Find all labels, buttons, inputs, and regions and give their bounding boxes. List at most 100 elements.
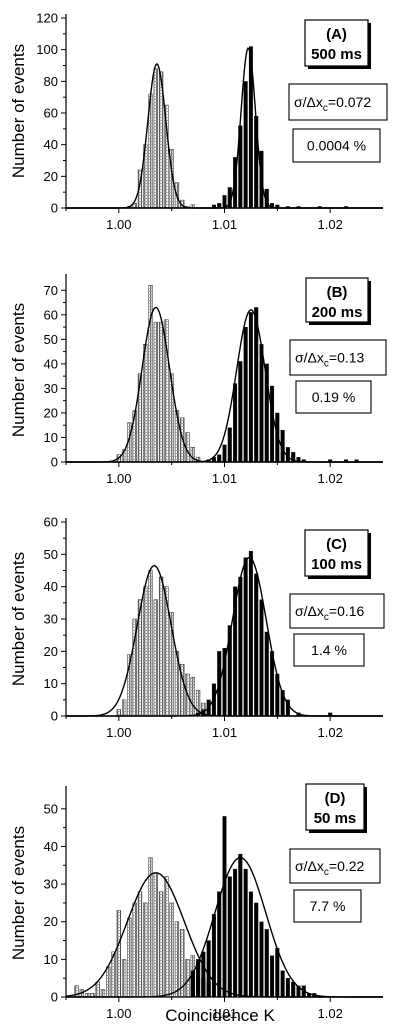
black-bar bbox=[254, 573, 259, 717]
y-tick-label: 20 bbox=[44, 914, 58, 929]
black-bar bbox=[270, 955, 275, 998]
hatched-bar bbox=[100, 989, 106, 998]
chart-panel: 0 10 20 30 40 50 60 1.00 1.01 1.02 Number of event… bbox=[9, 515, 385, 740]
x-tick-label: 1.02 bbox=[318, 725, 343, 740]
hatched-bar bbox=[143, 586, 148, 717]
y-tick-label: 40 bbox=[44, 137, 58, 152]
panel-label: (A) bbox=[326, 26, 347, 43]
x-tick-label: 1.02 bbox=[318, 1006, 343, 1021]
hatched-bar bbox=[164, 876, 169, 998]
black-bar bbox=[238, 361, 243, 463]
black-bar bbox=[227, 876, 232, 998]
y-tick-label: 50 bbox=[44, 332, 58, 347]
x-tick-label: 1.00 bbox=[106, 217, 131, 232]
black-bar bbox=[248, 550, 253, 717]
black-bar bbox=[243, 81, 248, 209]
sigma-box bbox=[288, 83, 388, 121]
black-bar bbox=[227, 427, 232, 463]
y-tick-label: 40 bbox=[44, 356, 58, 371]
black-bar bbox=[217, 454, 222, 463]
black-bar bbox=[264, 929, 269, 998]
hatched-bar bbox=[190, 447, 195, 463]
time-label: 500 ms bbox=[311, 46, 362, 63]
y-tick-label: 20 bbox=[44, 405, 58, 420]
black-bar bbox=[243, 868, 248, 998]
hatched-bar bbox=[106, 966, 111, 998]
y-axis-title: Number of events bbox=[9, 303, 28, 437]
black-bar bbox=[222, 444, 227, 463]
time-label: 100 ms bbox=[311, 556, 362, 573]
y-tick-label: 0 bbox=[51, 455, 58, 470]
black-bar bbox=[248, 312, 253, 463]
y-tick-label: 0 bbox=[51, 990, 58, 1005]
black-bar bbox=[254, 307, 259, 463]
y-tick-label: 30 bbox=[44, 877, 58, 892]
hatched-bar bbox=[121, 699, 127, 717]
y-tick-label: 20 bbox=[44, 644, 58, 659]
y-tick-label: 40 bbox=[44, 579, 58, 594]
hatched-bar bbox=[132, 902, 137, 998]
hatched-bar bbox=[137, 891, 143, 998]
black-bar bbox=[259, 921, 264, 998]
hatched-bar bbox=[169, 902, 174, 998]
black-bar bbox=[206, 940, 211, 998]
hatched-bar bbox=[148, 857, 153, 998]
black-bar bbox=[248, 891, 253, 998]
y-tick-label: 30 bbox=[44, 612, 58, 627]
x-tick-label: 1.01 bbox=[212, 1006, 237, 1021]
y-tick-label: 80 bbox=[44, 74, 58, 89]
panel-label: (C) bbox=[326, 536, 347, 553]
black-bar bbox=[259, 599, 264, 717]
x-tick-label: 1.01 bbox=[212, 471, 237, 486]
black-bar bbox=[291, 981, 296, 998]
x-tick-label: 1.00 bbox=[106, 725, 131, 740]
y-tick-label: 40 bbox=[44, 839, 58, 854]
time-label: 50 ms bbox=[314, 810, 357, 827]
x-tick-label: 1.01 bbox=[212, 725, 237, 740]
black-bar bbox=[275, 947, 280, 998]
y-tick-label: 120 bbox=[36, 11, 58, 26]
sigma-box bbox=[289, 593, 385, 629]
y-tick-label: 50 bbox=[44, 801, 58, 816]
black-bar bbox=[233, 868, 238, 998]
label-box bbox=[305, 277, 369, 323]
hatched-bar bbox=[158, 891, 164, 998]
hatched-bar bbox=[127, 917, 132, 998]
black-bar bbox=[280, 970, 285, 998]
hatched-bar bbox=[174, 921, 180, 998]
y-tick-label: 60 bbox=[44, 307, 58, 322]
percent-label: 1.4 % bbox=[311, 642, 347, 658]
chart-panel: 0 10 20 30 40 50 60 70 1.00 1.01 1.02 Number of eve… bbox=[9, 274, 387, 486]
hatched-bar bbox=[116, 910, 121, 998]
y-tick-label: 20 bbox=[44, 169, 58, 184]
chart-panel: 0 10 20 30 40 50 1.00 1.01 1.02 Number of events (… bbox=[9, 783, 383, 1021]
percent-box bbox=[295, 380, 372, 414]
black-bar bbox=[217, 891, 222, 998]
black-bar bbox=[270, 385, 275, 463]
black-bar bbox=[201, 951, 206, 998]
black-bar bbox=[238, 853, 243, 998]
hatched-bar bbox=[153, 599, 158, 717]
sigma-label: σ/Δxc=0.072 bbox=[294, 94, 371, 114]
x-tick-label: 1.02 bbox=[318, 217, 343, 232]
label-box bbox=[304, 19, 369, 67]
x-axis-title: Coincidence K bbox=[165, 1006, 275, 1025]
percent-box bbox=[293, 633, 365, 667]
y-tick-label: 0 bbox=[51, 201, 58, 216]
black-bar bbox=[285, 978, 290, 998]
label-box bbox=[304, 529, 369, 577]
time-label: 200 ms bbox=[312, 304, 363, 321]
hatched-bar bbox=[95, 981, 100, 998]
panel-label: (D) bbox=[325, 790, 346, 807]
black-bar bbox=[238, 576, 243, 717]
y-tick-label: 70 bbox=[44, 283, 58, 298]
hatched-bar bbox=[190, 676, 195, 717]
black-bar bbox=[222, 816, 227, 998]
percent-label: 0.0004 % bbox=[307, 138, 366, 154]
y-axis-title: Number of events bbox=[9, 44, 28, 178]
black-bar bbox=[243, 557, 248, 717]
x-tick-label: 1.00 bbox=[106, 471, 131, 486]
y-axis-title: Number of events bbox=[9, 826, 28, 960]
